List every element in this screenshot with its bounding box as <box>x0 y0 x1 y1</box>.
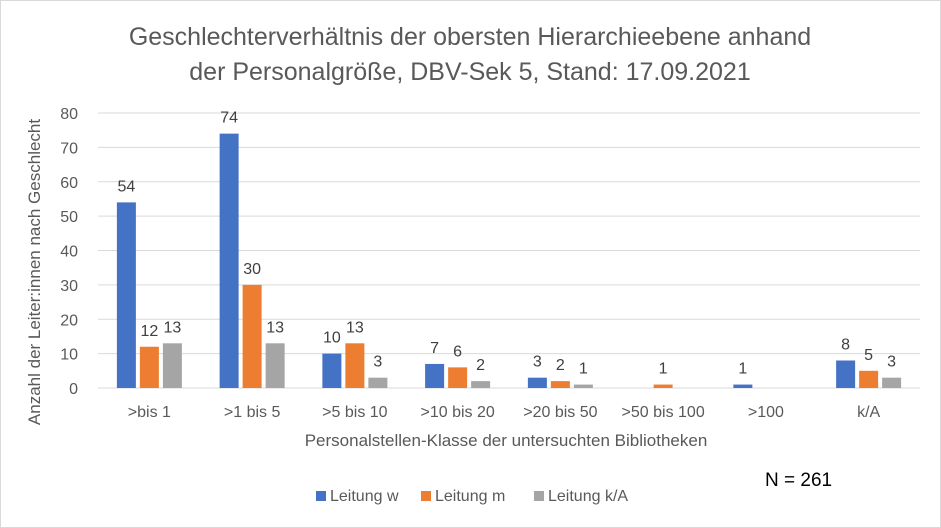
bar-leitung-w-4 <box>527 377 547 388</box>
data-label: 13 <box>163 319 181 336</box>
x-tick-label: >1 bis 5 <box>224 404 281 421</box>
y-tick-label: 80 <box>60 106 78 123</box>
data-label: 7 <box>430 340 439 357</box>
bar-leitung-w-3 <box>425 363 445 388</box>
bar-leitung-m-7 <box>859 370 879 388</box>
data-label: 6 <box>453 343 462 360</box>
y-tick-label: 70 <box>60 140 78 157</box>
bar-leitung-m-2 <box>345 343 365 388</box>
bar-leitung-k-a-3 <box>471 381 491 388</box>
bar-leitung-k-a-7 <box>882 377 902 388</box>
data-label: 5 <box>864 347 873 364</box>
bar-leitung-w-1 <box>219 133 239 388</box>
data-label: 1 <box>738 361 747 378</box>
y-tick-label: 30 <box>60 278 78 295</box>
x-axis-ticks: >bis 1 >1 bis 5 >5 bis 10 >10 bis 20 >20 bis… <box>128 404 881 421</box>
data-label: 1 <box>579 361 588 378</box>
y-tick-label: 50 <box>60 209 78 226</box>
bar-leitung-k-a-1 <box>265 343 285 388</box>
legend-label: Leitung w <box>330 488 399 505</box>
bar-leitung-m-5 <box>653 384 673 388</box>
x-axis-label: Personalstellen-Klasse der untersuchten … <box>305 431 708 450</box>
bar-leitung-k-a-2 <box>368 377 388 388</box>
data-label: 74 <box>220 110 238 127</box>
bar-leitung-w-2 <box>322 353 342 388</box>
x-tick-label: >10 bis 20 <box>420 404 494 421</box>
bar-leitung-k-a-0 <box>162 343 182 388</box>
data-label: 12 <box>140 323 158 340</box>
x-tick-label: >5 bis 10 <box>322 404 387 421</box>
bar-leitung-w-0 <box>116 202 136 388</box>
data-label: 13 <box>266 319 284 336</box>
legend-label: Leitung k/A <box>548 488 628 505</box>
x-tick-label: >20 bis 50 <box>523 404 597 421</box>
x-tick-label: k/A <box>857 404 880 421</box>
legend-swatch <box>534 491 544 501</box>
x-tick-label: >100 <box>748 404 784 421</box>
bar-leitung-w-6 <box>733 384 753 388</box>
data-label: 3 <box>373 354 382 371</box>
legend-swatch <box>421 491 431 501</box>
bar-leitung-w-7 <box>836 360 856 388</box>
legend-swatch <box>316 491 326 501</box>
bar-leitung-k-a-4 <box>573 384 593 388</box>
y-axis-ticks: 0 10 20 30 40 50 60 70 80 <box>60 106 78 398</box>
data-label: 1 <box>659 361 668 378</box>
legend-label: Leitung m <box>435 488 505 505</box>
data-label: 54 <box>117 178 135 195</box>
x-tick-label: >50 bis 100 <box>622 404 705 421</box>
y-tick-label: 0 <box>69 381 78 398</box>
bar-leitung-m-4 <box>550 381 570 388</box>
data-label: 2 <box>556 357 565 374</box>
y-tick-label: 60 <box>60 175 78 192</box>
legend: Leitung w Leitung m Leitung k/A <box>316 488 628 505</box>
bar-leitung-m-0 <box>139 346 159 388</box>
y-tick-label: 20 <box>60 312 78 329</box>
data-label: 2 <box>476 357 485 374</box>
sample-size-annotation: N = 261 <box>765 470 832 491</box>
chart-title-line1: Geschlechterverhältnis der obersten Hier… <box>129 23 811 51</box>
data-label: 3 <box>533 354 542 371</box>
data-label: 13 <box>346 319 364 336</box>
chart-title-line2: der Personalgröße, DBV-Sek 5, Stand: 17.… <box>189 58 750 86</box>
x-tick-label: >bis 1 <box>128 404 171 421</box>
bar-leitung-m-1 <box>242 284 262 388</box>
bar-leitung-m-3 <box>448 367 468 388</box>
data-label: 10 <box>323 330 341 347</box>
y-axis-label: Anzahl der Leiter:innen nach Geschlecht <box>25 119 44 425</box>
y-tick-label: 40 <box>60 244 78 261</box>
data-label: 3 <box>887 354 896 371</box>
data-label: 8 <box>841 337 850 354</box>
data-label: 30 <box>243 261 261 278</box>
y-tick-label: 10 <box>60 347 78 364</box>
